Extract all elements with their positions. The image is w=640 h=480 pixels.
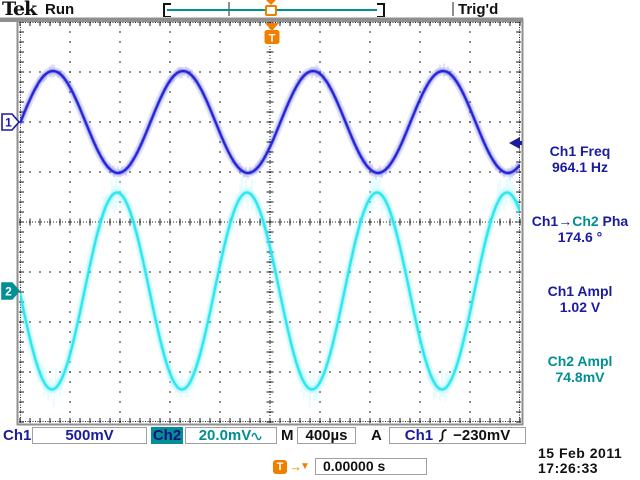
ch1-label: Ch1 xyxy=(3,427,32,444)
topbar-divider xyxy=(452,2,454,16)
measurement-label: Ch1 Freq xyxy=(549,143,611,159)
acquisition-state: Run xyxy=(45,1,75,18)
measurement-value: 174.6 ° xyxy=(557,229,603,245)
trigger-readout: Ch1 −230mV xyxy=(389,427,526,444)
measurement-value: 964.1 Hz xyxy=(551,159,609,175)
t-marker-icon: T xyxy=(273,460,287,474)
waveform-ch2 xyxy=(20,175,520,409)
svg-text:T: T xyxy=(269,33,276,45)
ch1-scale-readout: 500mV xyxy=(32,427,147,444)
ch2-label-badge: Ch2 xyxy=(151,427,183,444)
measurement-ch1-ampl: Ch1 Ampl 1.02 V xyxy=(520,283,640,315)
delay-arrow-icon: → xyxy=(289,459,302,474)
phase-label-suffix: Pha xyxy=(598,213,629,229)
ch2-scale-readout: 20.0mV xyxy=(185,427,277,444)
topbar-separator xyxy=(0,17,523,22)
delay-pointer-icon: ▼ xyxy=(300,461,310,472)
timebase-readout: 400µs xyxy=(297,427,356,444)
trigger-level-arrow-icon xyxy=(509,137,520,149)
trigger-position-box-icon xyxy=(265,5,277,16)
measurement-ch1-ch2-phase: Ch1→Ch2 Pha 174.6 ° xyxy=(520,213,640,245)
trigger-system-label: A xyxy=(371,427,382,444)
measurement-value: 1.02 V xyxy=(559,299,601,315)
measurement-ch1-freq: Ch1 Freq 964.1 Hz xyxy=(520,143,640,175)
graticule xyxy=(19,21,521,423)
sine-wave-icon xyxy=(251,432,262,441)
svg-text:1: 1 xyxy=(5,116,12,130)
tek-logo: Tek xyxy=(2,0,37,20)
trigger-source: Ch1 xyxy=(404,427,434,444)
measurement-label: Ch2 Ampl xyxy=(547,353,613,369)
date: 15 Feb 2011 xyxy=(538,445,623,461)
trigger-status: Trig'd xyxy=(458,1,499,18)
rising-edge-icon xyxy=(439,429,447,442)
time: 17:26:33 xyxy=(538,460,599,476)
timebase-label: M xyxy=(281,427,294,444)
trigger-level-arrow-tail xyxy=(518,141,522,145)
ch2-scale-value: 20.0mV xyxy=(198,427,252,444)
waveform-ch1 xyxy=(20,63,520,181)
channel-badge-1: 1 xyxy=(1,113,21,131)
svg-text:2: 2 xyxy=(5,285,12,299)
trigger-position-top-icon xyxy=(266,0,276,5)
horizontal-position-bracket-right xyxy=(377,3,385,18)
measurement-value: 74.8mV xyxy=(555,369,605,385)
trigger-level: −230mV xyxy=(453,427,511,444)
measurement-ch2-ampl: Ch2 Ampl 74.8mV xyxy=(520,353,640,385)
trigger-point-marker: T xyxy=(264,23,280,45)
phase-label-ch2: Ch2 xyxy=(572,213,599,229)
delay-time-readout: 0.00000 s xyxy=(315,458,427,475)
channel-badge-2: 2 xyxy=(1,282,21,300)
date-time: 15 Feb 2011 17:26:33 xyxy=(538,446,622,476)
phase-label-ch1: Ch1→ xyxy=(531,213,573,229)
measurement-label: Ch1→Ch2 Pha xyxy=(520,213,640,229)
measurement-label: Ch1 Ampl xyxy=(547,283,613,299)
